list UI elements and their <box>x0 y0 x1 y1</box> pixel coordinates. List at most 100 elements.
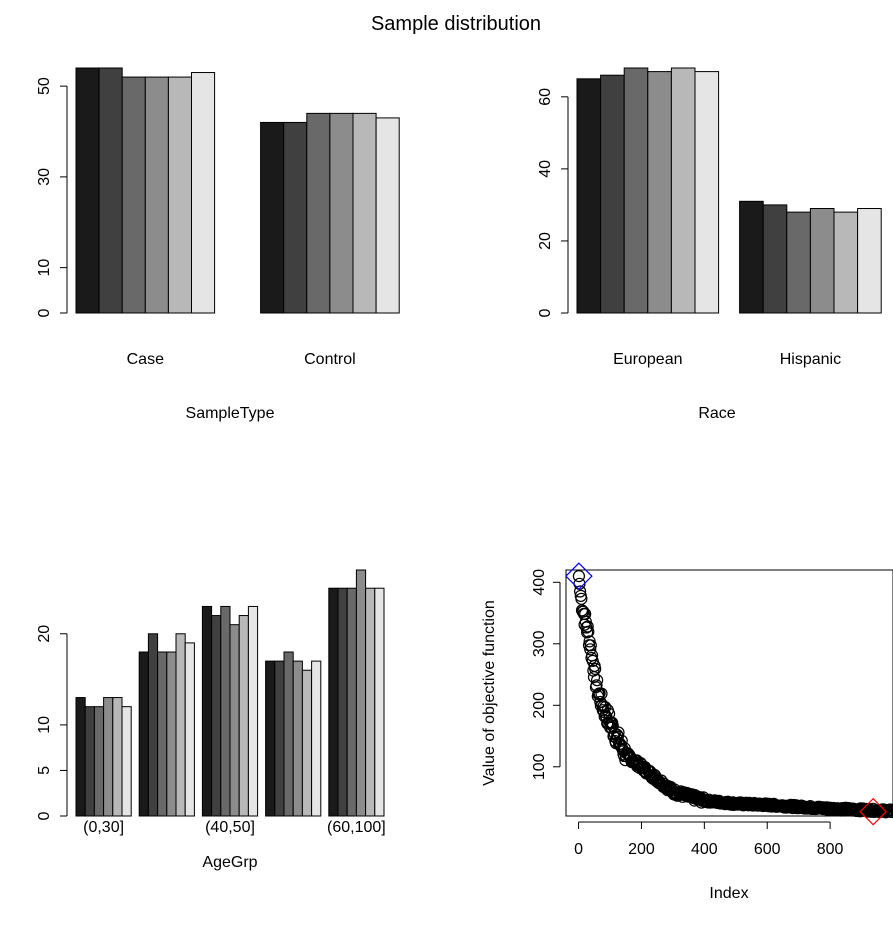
chart2-bar-1-0 <box>138 651 149 817</box>
chart0-bar-1-3 <box>329 112 354 314</box>
chart2-bar-1-4 <box>175 633 186 817</box>
chart2-bar-0-4 <box>112 697 123 817</box>
scatter-y-tick-label: 100 <box>531 753 548 780</box>
chart1-bar-0-0 <box>576 78 602 314</box>
chart0-bar-0-0 <box>75 67 100 314</box>
chart0-bar-0-2 <box>121 76 146 314</box>
first-point-marker <box>565 562 593 590</box>
chart2-bar-0-1 <box>84 706 95 817</box>
chart2-bar-4-1 <box>337 587 348 817</box>
chart1-bar-0-3 <box>647 71 672 314</box>
chart1-bar-1-1 <box>762 204 788 314</box>
chart0-y-tick-label: 30 <box>36 168 53 186</box>
chart2-bar-2-0 <box>201 605 213 817</box>
chart2-bar-4-3 <box>355 569 367 817</box>
scatter-point <box>590 674 604 687</box>
chart2-bar-2-1 <box>211 615 222 817</box>
chart2-y-tick-label: 10 <box>36 716 53 734</box>
chart1-y-tick-label: 60 <box>537 88 554 106</box>
scatter-plot-box <box>565 569 893 817</box>
chart2-bar-3-0 <box>265 660 276 817</box>
scatter-point <box>615 734 628 747</box>
scatter-point <box>584 639 597 652</box>
chart2-category-label: (0,30] <box>83 819 124 836</box>
scatter-x-tick-label: 400 <box>691 841 718 858</box>
chart2-bar-1-5 <box>184 642 195 817</box>
scatter-y-axis-title: Value of objective function <box>481 600 498 786</box>
chart0-bar-1-1 <box>283 121 308 314</box>
scatter-point <box>573 585 587 598</box>
chart1-bar-1-5 <box>857 208 882 314</box>
chart2-bar-2-3 <box>229 624 240 817</box>
chart1-bar-1-3 <box>809 208 835 314</box>
scatter-x-tick-label: 600 <box>754 841 781 858</box>
chart2-category-label: (40,50] <box>205 819 255 836</box>
last-point-marker <box>859 797 888 826</box>
chart1-y-tick-label: 40 <box>537 160 554 178</box>
scatter-point <box>589 662 602 676</box>
chart0-bar-0-4 <box>167 76 192 314</box>
chart2-category-label: (60,100] <box>327 819 386 836</box>
chart2-y-tick-label: 0 <box>36 811 53 820</box>
scatter-x-axis-title: Index <box>709 885 748 902</box>
scatter-points <box>572 569 893 819</box>
chart2-bar-4-2 <box>346 587 357 817</box>
chart2-bar-0-5 <box>121 706 132 817</box>
chart0-bar-1-4 <box>352 112 377 314</box>
scatter-point <box>579 607 592 621</box>
scatter-point <box>572 569 586 583</box>
chart2-bar-4-4 <box>365 587 376 817</box>
scatter-point <box>584 643 597 656</box>
scatter-x-tick-label: 800 <box>817 841 844 858</box>
chart0-y-tick-label: 10 <box>36 259 53 277</box>
scatter-y-tick-label: 400 <box>531 569 548 596</box>
chart1-bar-1-2 <box>786 211 811 314</box>
chart1-bar-1-0 <box>739 200 764 314</box>
chart2-y-tick-label: 5 <box>36 766 53 775</box>
chart0-bar-1-2 <box>306 112 331 314</box>
chart2-bar-3-3 <box>292 660 303 817</box>
chart2-bar-0-0 <box>75 697 86 817</box>
chart2-bar-2-5 <box>247 605 259 817</box>
chart1-bar-0-5 <box>694 71 720 314</box>
chart1-bar-0-1 <box>600 74 625 314</box>
chart1-category-label: European <box>613 351 682 368</box>
chart2-bar-1-1 <box>147 633 159 817</box>
chart2-y-tick-label: 20 <box>36 625 53 643</box>
chart2-bar-3-4 <box>301 669 313 817</box>
chart0-y-tick-label: 50 <box>36 77 53 95</box>
chart0-category-label: Case <box>127 351 164 368</box>
chart2-bar-3-5 <box>311 660 322 817</box>
chart0-bar-0-3 <box>144 76 169 314</box>
chart1-y-tick-label: 20 <box>537 232 554 250</box>
chart0-x-axis-title: SampleType <box>186 405 275 422</box>
chart2-bar-4-5 <box>374 587 385 817</box>
chart1-bar-0-2 <box>623 67 649 314</box>
scatter-x-tick-label: 200 <box>628 841 655 858</box>
chart2-bar-1-3 <box>166 651 177 817</box>
chart2-bar-0-2 <box>93 706 105 817</box>
scatter-x-tick-label: 0 <box>574 841 583 858</box>
scatter-point <box>602 707 616 720</box>
chart2-bar-0-3 <box>103 697 114 817</box>
chart2-x-axis-title: AgeGrp <box>202 854 257 871</box>
figure-title: Sample distribution <box>371 13 541 35</box>
chart0-category-label: Control <box>304 351 356 368</box>
chart0-bar-1-0 <box>260 121 285 314</box>
chart2-bar-4-0 <box>328 587 339 817</box>
chart2-bar-3-1 <box>274 660 285 817</box>
chart1-y-tick-label: 0 <box>537 308 554 317</box>
scatter-point <box>582 625 595 638</box>
scatter-point <box>599 701 612 714</box>
chart1-bar-1-4 <box>833 211 859 314</box>
chart2-bar-3-2 <box>283 651 294 817</box>
chart2-bar-1-2 <box>157 651 168 817</box>
chart2-bar-2-4 <box>238 615 249 817</box>
scatter-y-tick-label: 300 <box>531 630 548 657</box>
chart1-category-label: Hispanic <box>780 351 841 368</box>
chart0-bar-0-1 <box>98 67 123 314</box>
chart2-bar-2-2 <box>220 605 231 817</box>
chart1-x-axis-title: Race <box>698 405 735 422</box>
